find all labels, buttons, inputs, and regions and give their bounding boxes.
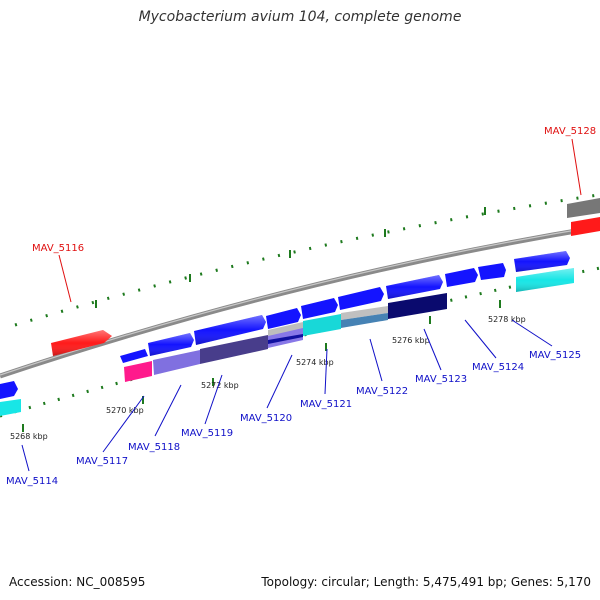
gene-arrow[interactable] xyxy=(153,350,200,375)
gene-arrows[interactable] xyxy=(0,198,600,416)
genome-summary-text: Topology: circular; Length: 5,475,491 bp… xyxy=(261,575,591,589)
gene-arrow[interactable] xyxy=(268,334,303,344)
tick-label: 5270 kbp xyxy=(106,406,144,415)
tick-label: 5268 kbp xyxy=(10,432,48,441)
gene-shading xyxy=(51,251,574,356)
gene-label[interactable]: MAV_5123 xyxy=(415,374,467,385)
gene-label[interactable]: MAV_5122 xyxy=(356,386,408,397)
tick-label: 5278 kbp xyxy=(488,315,526,324)
gene-arrow[interactable] xyxy=(341,306,388,320)
gene-arrow[interactable] xyxy=(268,322,303,336)
tick-ring-outer xyxy=(14,193,599,327)
gene-label[interactable]: MAV_5114 xyxy=(6,476,58,487)
gene-label[interactable]: MAV_5121 xyxy=(300,399,352,410)
gene-arrow[interactable] xyxy=(478,263,506,280)
genome-backbone xyxy=(0,224,600,379)
accession-text: Accession: NC_008595 xyxy=(9,575,146,589)
gene-arrow[interactable] xyxy=(0,399,21,416)
tick-label: 5272 kbp xyxy=(201,381,239,390)
gene-arrow[interactable] xyxy=(266,308,301,329)
tick-label: 5276 kbp xyxy=(392,336,430,345)
gene-arrow[interactable] xyxy=(567,198,600,218)
gene-arrow[interactable] xyxy=(200,335,268,364)
gene-label[interactable]: MAV_5124 xyxy=(472,362,524,373)
gene-label[interactable]: MAV_5119 xyxy=(181,428,233,439)
major-ticks xyxy=(22,207,501,432)
map-title: Mycobacterium avium 104, complete genome xyxy=(138,9,462,25)
gene-label[interactable]: MAV_5120 xyxy=(240,413,292,424)
gene-arrow[interactable] xyxy=(120,349,148,363)
genome-backbone-highlight xyxy=(0,225,600,376)
gene-arrow[interactable] xyxy=(571,217,600,236)
gene-label[interactable]: MAV_5117 xyxy=(76,456,128,467)
gene-arrow[interactable] xyxy=(338,287,384,310)
gene-arrow[interactable] xyxy=(341,313,388,328)
gene-label[interactable]: MAV_5125 xyxy=(529,350,581,361)
tick-label: 5274 kbp xyxy=(296,358,334,367)
gene-label[interactable]: MAV_5128 xyxy=(544,126,596,137)
gene-arrow[interactable] xyxy=(303,314,341,336)
label-leaders xyxy=(21,138,582,472)
gene-arrow[interactable] xyxy=(301,298,338,319)
gene-arrow[interactable] xyxy=(124,361,152,382)
gene-arrow[interactable] xyxy=(388,293,447,319)
gene-label[interactable]: MAV_5118 xyxy=(128,442,180,453)
gene-label[interactable]: MAV_5116 xyxy=(32,243,84,254)
gene-arrow[interactable] xyxy=(0,381,18,399)
gene-arrow[interactable] xyxy=(445,268,478,287)
